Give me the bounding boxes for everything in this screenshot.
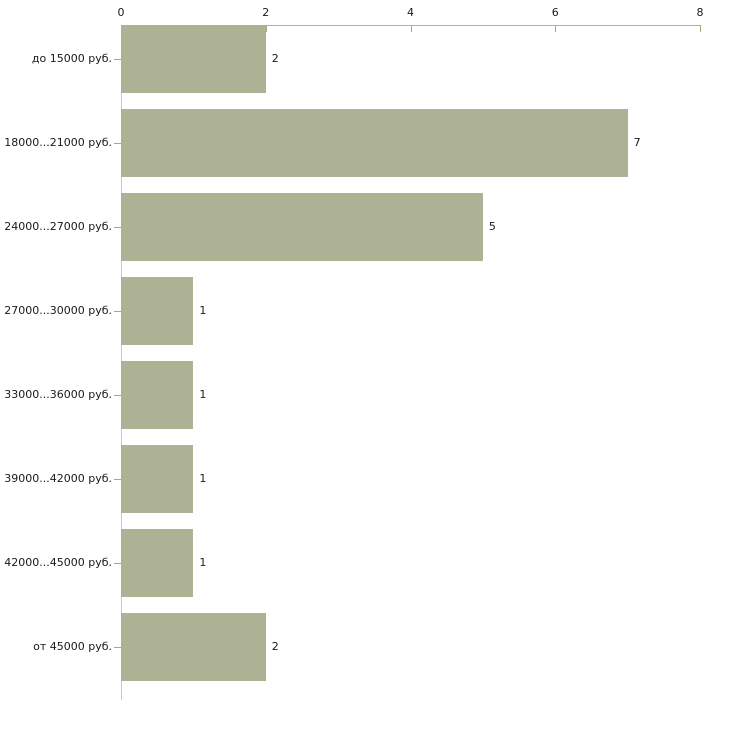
bar[interactable] [121,193,483,261]
bar[interactable] [121,613,266,681]
x-tick [265,25,267,32]
y-tick [114,395,121,396]
bar-value-label: 5 [488,220,496,233]
y-category-label: 18000...21000 руб. [4,136,112,149]
bar-value-label: 2 [271,640,279,653]
x-tick [700,25,701,32]
bar[interactable] [121,445,194,513]
y-category-label: 39000...42000 руб. [4,472,112,485]
x-tick-label: 0 [117,6,125,19]
y-tick [114,311,121,312]
y-tick [114,59,121,60]
bar[interactable] [121,529,194,597]
x-tick-label: 8 [696,6,704,19]
bar-value-label: 1 [199,388,207,401]
y-category-label: 24000...27000 руб. [4,220,112,233]
x-tick [555,25,557,32]
x-tick [410,25,412,32]
y-tick [114,647,121,648]
y-tick [114,143,121,144]
bar[interactable] [121,25,266,93]
y-category-label: до 15000 руб. [31,52,112,65]
x-tick-label: 6 [551,6,559,19]
bar[interactable] [121,361,194,429]
bar-value-label: 1 [199,472,207,485]
y-category-label: 27000...30000 руб. [4,304,112,317]
y-category-label: 33000...36000 руб. [4,388,112,401]
bar-value-label: 1 [199,304,207,317]
x-tick-label: 4 [407,6,414,19]
y-category-label: от 45000 руб. [33,640,112,653]
bar[interactable] [121,277,194,345]
y-category-label: 42000...45000 руб. [4,556,112,569]
bar-value-label: 7 [633,136,641,149]
y-tick [114,479,121,480]
bar[interactable] [121,109,628,177]
y-tick [114,563,121,564]
x-tick-label: 2 [262,6,270,19]
bar-value-label: 1 [199,556,207,569]
y-tick [114,227,121,228]
bar-value-label: 2 [271,52,279,65]
